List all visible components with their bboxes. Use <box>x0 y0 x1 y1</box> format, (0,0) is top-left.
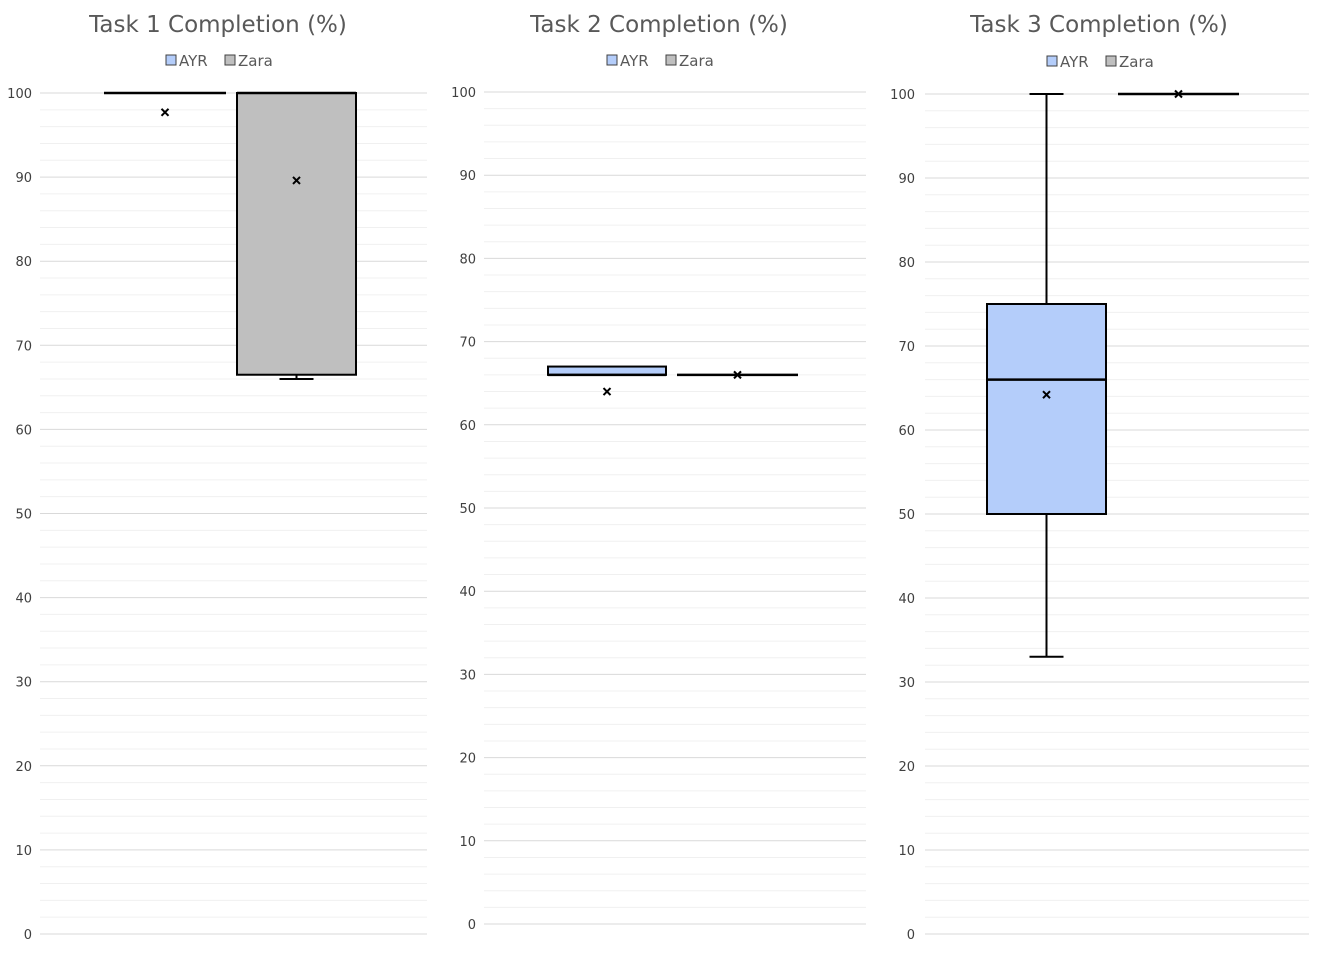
chart2-y-tick-label: 40 <box>459 585 476 600</box>
chart2-legend-label-ayr: AYR <box>620 52 649 70</box>
chart2-y-tick-label: 20 <box>459 752 476 767</box>
chart2-y-tick-label: 60 <box>459 419 476 434</box>
chart1-legend-swatch-zara <box>224 54 236 66</box>
chart2-legend-swatch-ayr <box>606 54 618 66</box>
chart1-legend-swatch-ayr <box>165 54 177 66</box>
chart1-y-tick-label: 90 <box>15 171 32 186</box>
chart3-y-tick-label: 0 <box>907 928 915 943</box>
chart3-legend-label-zara: Zara <box>1119 53 1154 71</box>
chart1-y-tick-label: 70 <box>15 339 32 354</box>
chart2-y-tick-label: 50 <box>459 502 476 517</box>
chart1-y-tick-label: 50 <box>15 508 32 523</box>
chart2-y-tick-label: 70 <box>459 336 476 351</box>
chart2-y-tick-label: 90 <box>459 169 476 184</box>
chart1-zara-box <box>236 92 357 376</box>
chart1-zara-mean-marker <box>292 176 301 185</box>
chart3-y-tick-label: 60 <box>898 424 915 439</box>
chart2-legend-label-zara: Zara <box>679 52 714 70</box>
chart3-ayr-box <box>986 303 1107 515</box>
chart2-y-tick-label: 80 <box>459 252 476 267</box>
chart1-y-tick-label: 40 <box>15 592 32 607</box>
chart3-y-tick-label: 10 <box>898 844 915 859</box>
chart3-y-tick-label: 80 <box>898 256 915 271</box>
chart3-y-tick-label: 90 <box>898 172 915 187</box>
chart1-legend-label-zara: Zara <box>238 52 273 70</box>
chart2-legend-swatch-zara <box>665 54 677 66</box>
chart3-y-tick-label: 30 <box>898 676 915 691</box>
chart2-title: Task 2 Completion (%) <box>529 12 788 38</box>
chart2-y-tick-label: 30 <box>459 668 476 683</box>
chart2-y-tick-label: 100 <box>451 86 476 101</box>
chart2-zara-mean-marker <box>733 370 742 380</box>
chart1-y-tick-label: 80 <box>15 255 32 270</box>
chart3-zara-mean-marker <box>1174 89 1183 99</box>
chart3-ayr-mean-marker <box>1042 390 1051 399</box>
chart3-y-tick-label: 20 <box>898 760 915 775</box>
chart1-y-tick-label: 10 <box>15 844 32 859</box>
chart1-y-tick-label: 30 <box>15 676 32 691</box>
chart2-y-tick-label: 10 <box>459 835 476 850</box>
chart1-y-tick-label: 100 <box>7 87 32 102</box>
chart2-ayr-mean-marker <box>602 387 612 396</box>
chart1-legend-label-ayr: AYR <box>179 52 208 70</box>
chart1-y-tick-label: 0 <box>24 928 32 943</box>
chart1-y-tick-label: 60 <box>15 423 32 438</box>
chart1-y-tick-label: 20 <box>15 760 32 775</box>
chart2-y-tick-label: 0 <box>468 918 476 933</box>
chart3-y-tick-label: 40 <box>898 592 915 607</box>
chart3-legend-swatch-ayr <box>1046 55 1058 67</box>
chart3-title: Task 3 Completion (%) <box>969 12 1228 38</box>
chart1-title: Task 1 Completion (%) <box>88 12 347 38</box>
chart3-y-tick-label: 50 <box>898 508 915 523</box>
chart3-y-tick-label: 70 <box>898 340 915 355</box>
chart3-y-tick-label: 100 <box>890 88 915 103</box>
chart1-ayr-mean-marker <box>160 108 170 117</box>
chart3-legend-label-ayr: AYR <box>1060 53 1089 71</box>
chart3-legend-swatch-zara <box>1105 55 1117 67</box>
